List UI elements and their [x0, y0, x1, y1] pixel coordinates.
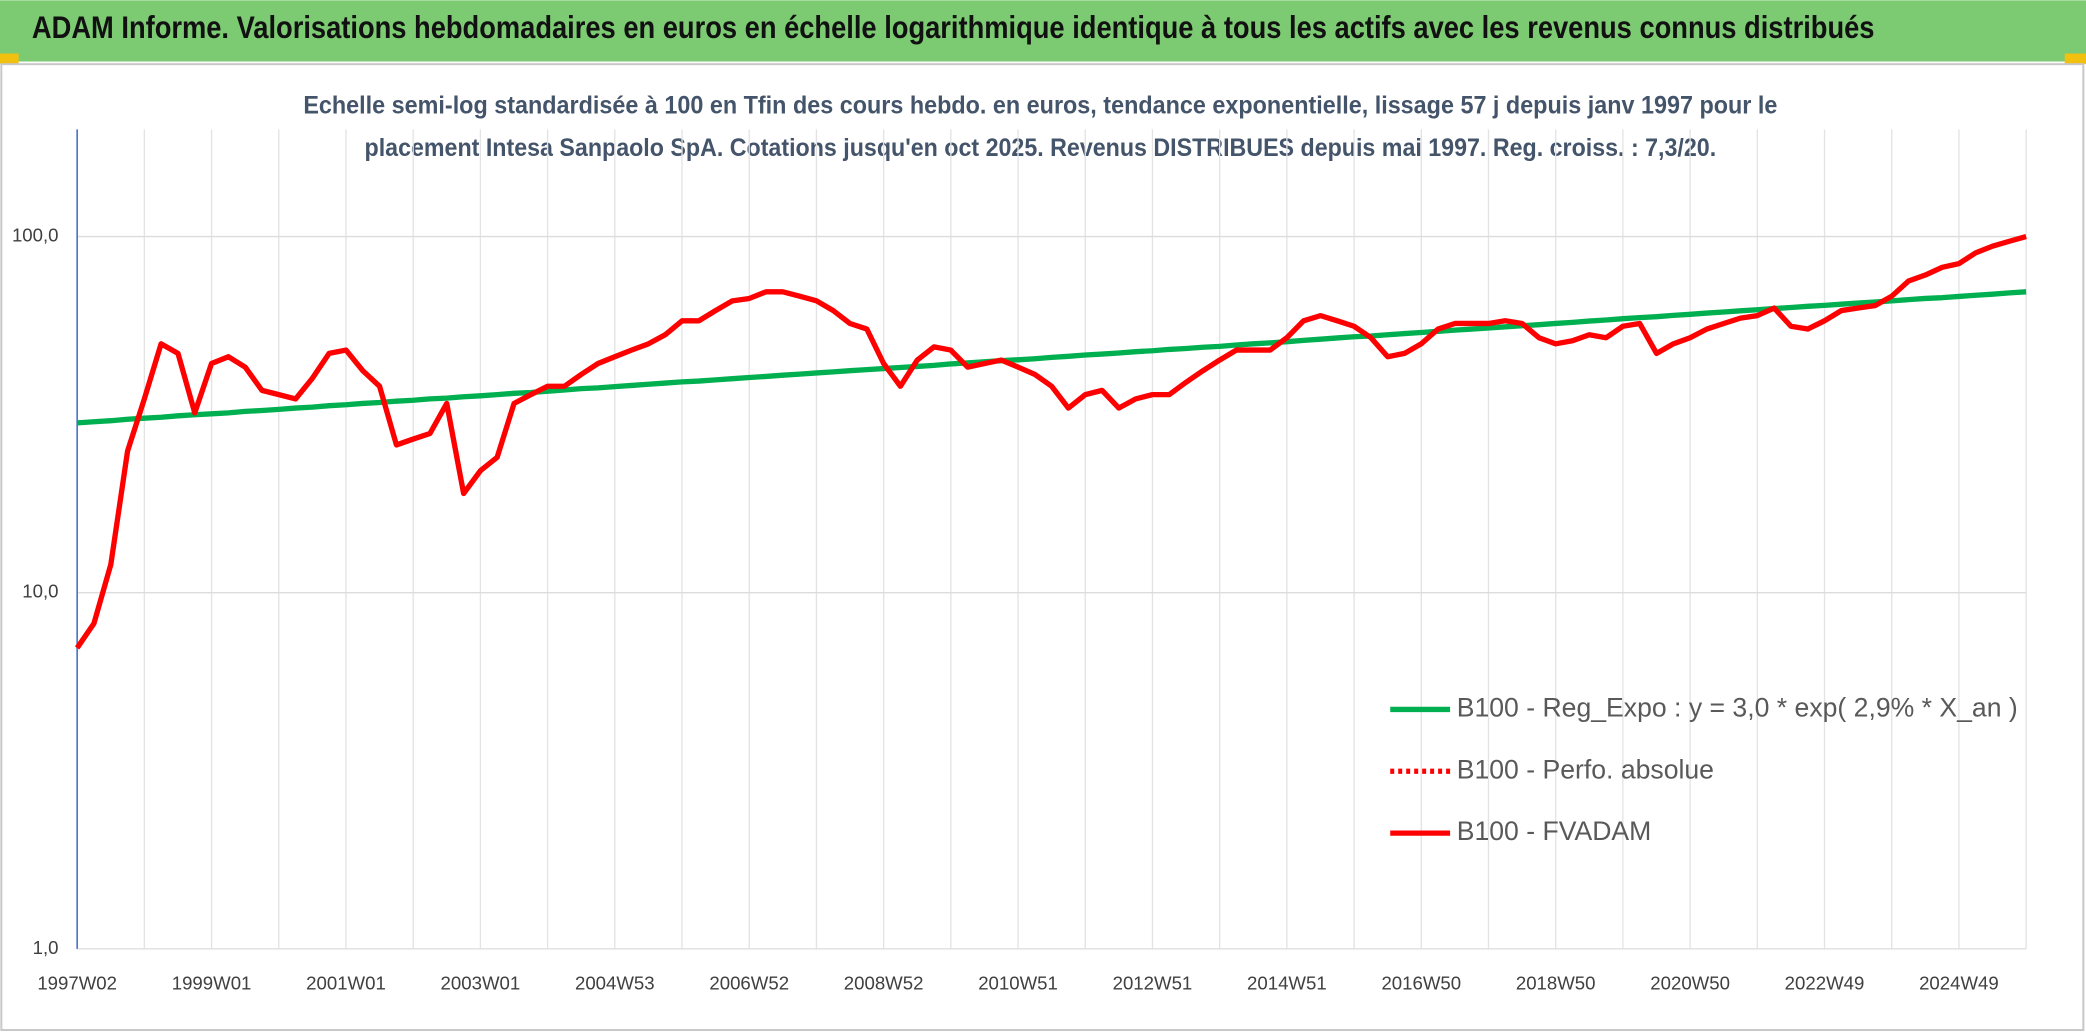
subtitle: Echelle semi-log standardisée à 100 en T…: [303, 91, 1777, 119]
x-tick-label: 2014W51: [1247, 973, 1327, 994]
x-tick-label: 2020W50: [1650, 973, 1730, 994]
legend-label: B100 - Perfo. absolue: [1457, 754, 1714, 784]
x-tick-label: 2003W01: [441, 973, 521, 994]
y-tick-label: 1,0: [33, 937, 59, 958]
legend-label: B100 - FVADAM: [1457, 816, 1652, 846]
corner: [2064, 53, 2086, 65]
x-tick-label: 1999W01: [172, 973, 252, 994]
chart-title: ADAM Informe. Valorisations hebdomadaire…: [32, 9, 1875, 45]
chart-border: [0, 63, 2085, 1032]
x-tick-label: 2006W52: [709, 973, 789, 994]
x-tick-label: 2024W49: [1919, 973, 1999, 994]
line-series: [76, 289, 2027, 426]
x-tick-label: 2018W50: [1516, 973, 1596, 994]
legend-label: B100 - Reg_Expo : y = 3,0 * exp( 2,9% * …: [1457, 692, 2018, 722]
x-tick-label: 2010W51: [978, 973, 1058, 994]
x-tick-label: 2008W52: [844, 973, 924, 994]
y-tick-label: 10,0: [22, 581, 58, 602]
subtitle: placement Intesa Sanpaolo SpA. Cotations…: [365, 134, 1717, 162]
x-tick-label: 2012W51: [1113, 973, 1193, 994]
corner: [0, 53, 19, 65]
line-series: [74, 234, 2027, 650]
x-tick-label: 2016W50: [1381, 973, 1461, 994]
x-tick-label: 2022W49: [1785, 973, 1865, 994]
x-tick-label: 2004W53: [575, 973, 655, 994]
header-band: [0, 0, 2086, 62]
y-tick-label: 100,0: [12, 224, 59, 245]
x-tick-label: 1997W02: [37, 973, 117, 994]
x-tick-label: 2001W01: [306, 973, 386, 994]
